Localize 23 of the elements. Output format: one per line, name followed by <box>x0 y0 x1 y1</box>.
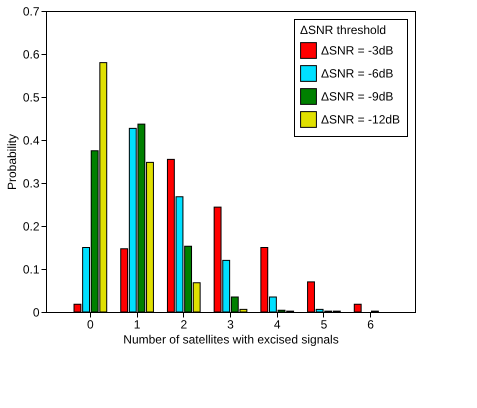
bar <box>354 304 362 312</box>
x-tick-label: 5 <box>320 318 328 332</box>
y-tick-label: 0.3 <box>22 176 40 190</box>
x-tick-label: 2 <box>180 318 188 332</box>
y-tick-label: 0.4 <box>22 134 40 148</box>
y-tick-label: 0.2 <box>22 220 40 234</box>
x-tick-label: 4 <box>274 318 281 332</box>
y-tick-label: 0.7 <box>22 4 40 18</box>
x-axis-title: Number of satellites with excised signals <box>123 332 339 346</box>
legend-label: ΔSNR = -6dB <box>321 66 394 80</box>
y-axis-title: Probability <box>4 134 19 190</box>
y-tick-label: 0 <box>32 306 40 320</box>
legend-title: ΔSNR threshold <box>300 23 386 37</box>
legend-label: ΔSNR = -12dB <box>321 112 400 126</box>
y-tick-label: 0.6 <box>22 48 40 62</box>
legend-label: ΔSNR = -3dB <box>321 44 394 58</box>
y-tick-label: 0.5 <box>22 90 40 104</box>
x-tick-label: 3 <box>227 318 234 332</box>
x-tick-label: 1 <box>134 318 141 332</box>
x-tick-label: 0 <box>87 318 94 332</box>
legend-label: ΔSNR = -9dB <box>321 90 394 104</box>
x-tick-label: 6 <box>367 318 374 332</box>
y-tick-label: 0.1 <box>22 262 40 276</box>
